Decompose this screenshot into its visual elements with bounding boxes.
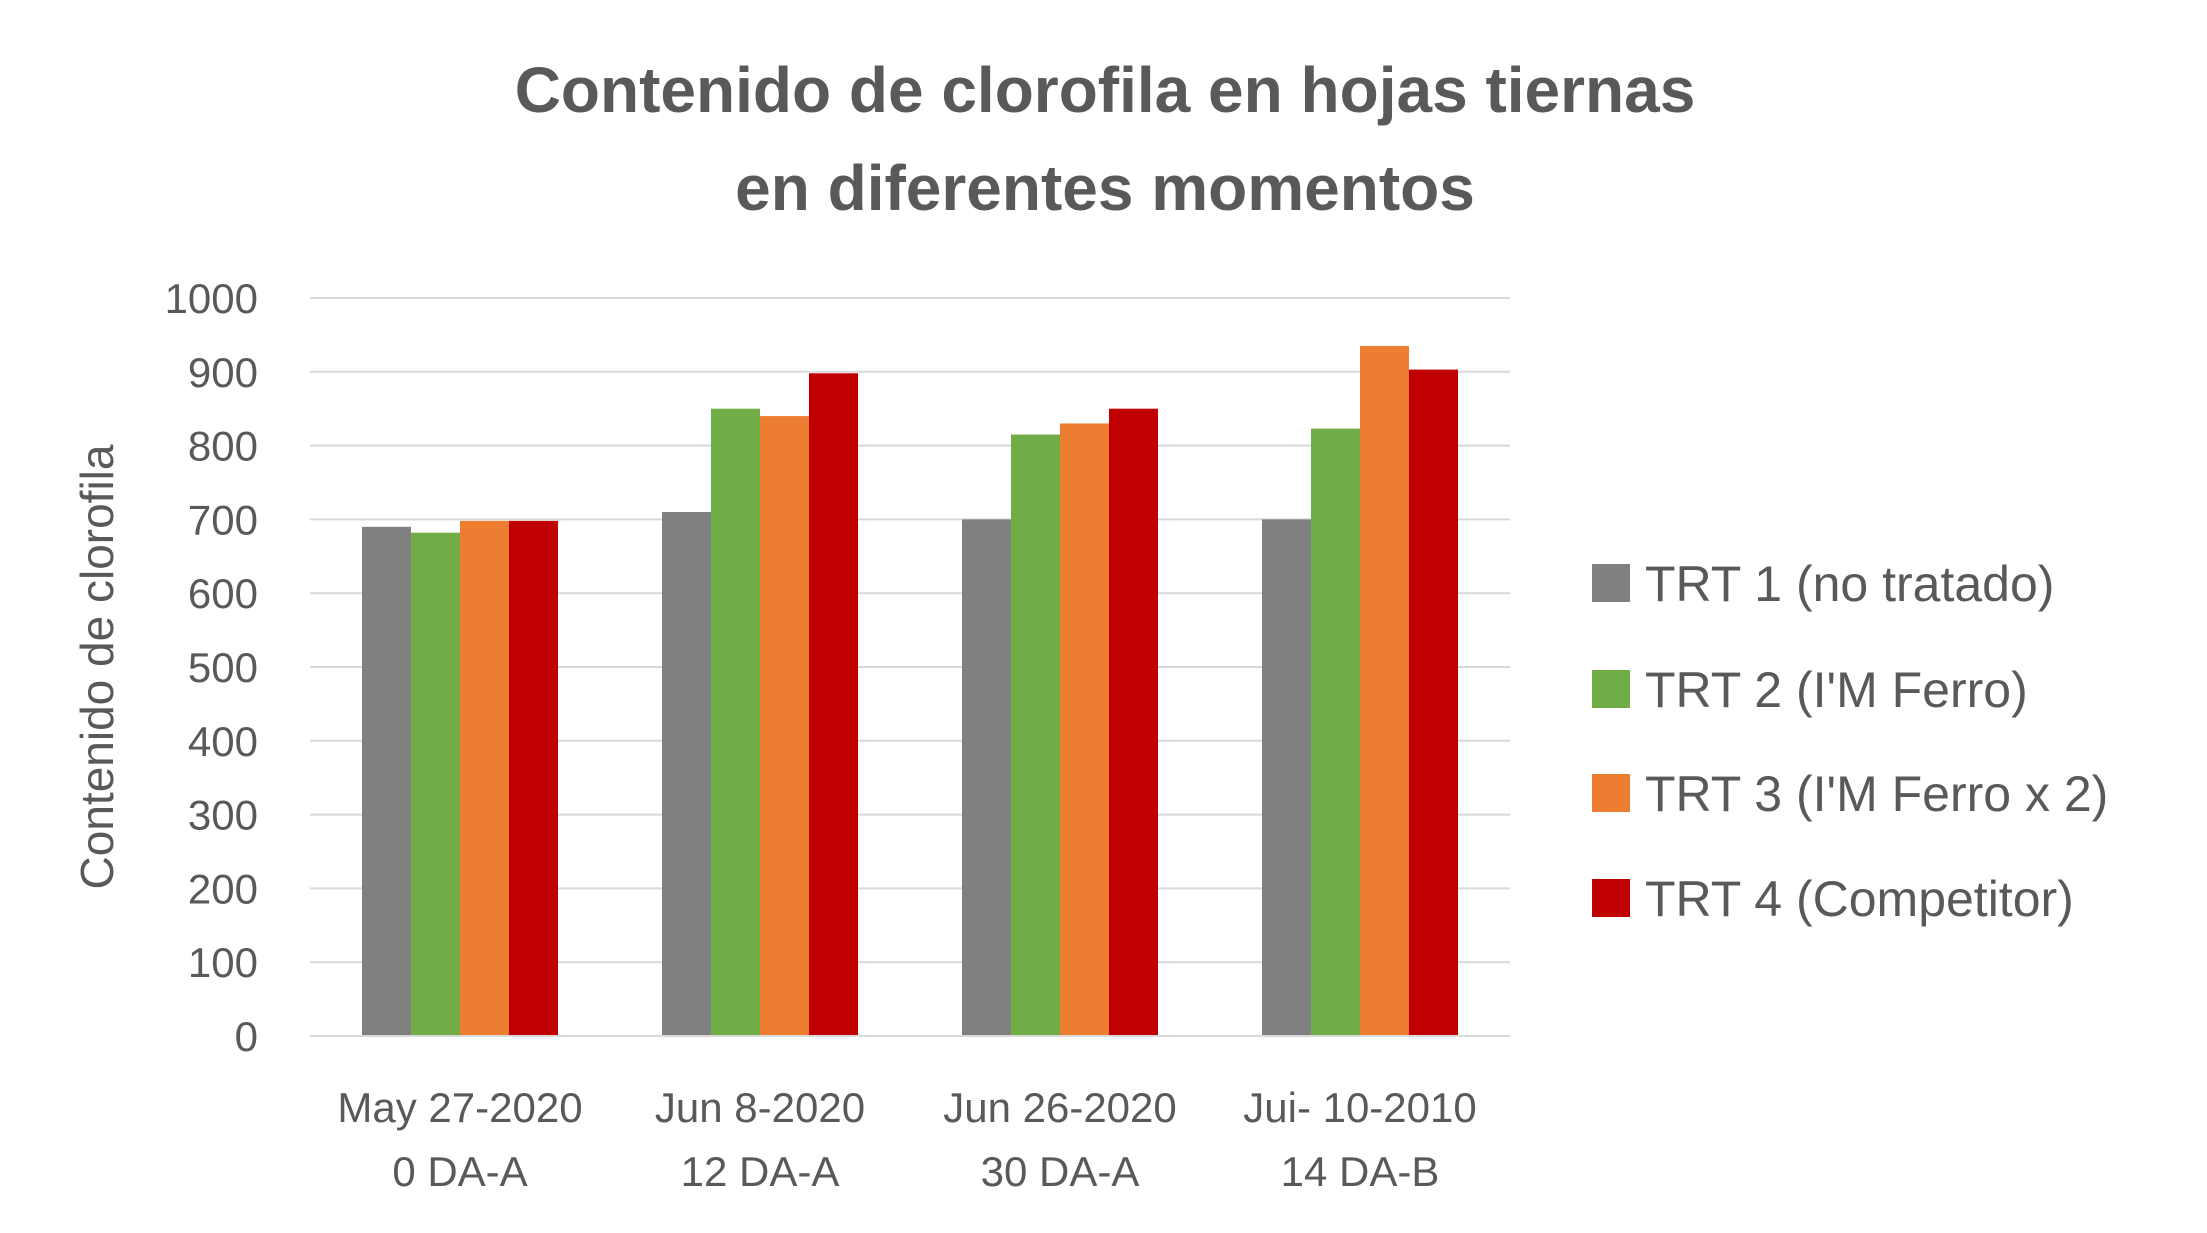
bar-series-4-category-2 [809,373,858,1036]
bar-series-1-category-4 [1262,519,1311,1036]
y-tick-label: 100 [188,939,258,986]
y-tick-label: 300 [188,792,258,839]
bar-series-2-category-4 [1311,428,1360,1037]
legend-swatch-3 [1592,774,1630,812]
bar-series-4-category-3 [1109,408,1158,1036]
y-tick-label: 400 [188,718,258,765]
x-category-label: Jui- 10-2010 [1243,1084,1476,1131]
y-tick-label: 700 [188,496,258,543]
legend-label-2: TRT 2 (I'M Ferro) [1645,662,2028,718]
chart-title: Contenido de clorofila en hojas tiernas e… [515,54,1696,224]
bar-series-1-category-3 [962,519,1011,1036]
y-tick-label: 600 [188,570,258,617]
legend-label-3: TRT 3 (I'M Ferro x 2) [1645,766,2108,822]
bar-series-2-category-2 [711,408,760,1036]
bar-series-3-category-3 [1060,423,1109,1037]
y-tick-label: 200 [188,865,258,912]
y-tick-label: 800 [188,423,258,470]
bars [362,345,1458,1037]
legend-label-1: TRT 1 (no tratado) [1645,556,2054,612]
legend-swatch-1 [1592,564,1630,602]
y-tick-label: 500 [188,644,258,691]
bar-series-2-category-3 [1011,434,1060,1036]
x-axis-categories: May 27-2020 0 DA-A Jun 8-2020 12 DA-A Jun 26… [337,1084,1476,1195]
x-category-label: Jun 26-2020 [943,1084,1177,1131]
legend-swatch-2 [1592,670,1630,708]
y-axis-title: Contenido de clorofila [71,444,123,889]
chart-title-line-1: Contenido de clorofila en hojas tiernas [515,54,1696,126]
bar-series-3-category-1 [460,520,509,1036]
bar-series-2-category-1 [411,532,460,1036]
bar-series-3-category-2 [760,416,809,1037]
x-category-label: Jun 8-2020 [655,1084,865,1131]
x-category-label: 12 DA-A [681,1148,840,1195]
x-category-label: 14 DA-B [1281,1148,1440,1195]
bar-series-4-category-1 [509,520,558,1036]
x-category-label: 30 DA-A [981,1148,1140,1195]
y-axis-title-text: Contenido de clorofila [71,444,123,889]
bar-series-1-category-2 [662,512,711,1036]
bar-series-4-category-4 [1409,369,1458,1036]
bar-series-3-category-4 [1360,345,1409,1037]
legend-label-4: TRT 4 (Competitor) [1645,871,2074,927]
x-category-label: 0 DA-A [392,1148,527,1195]
legend: TRT 1 (no tratado) TRT 2 (I'M Ferro) TRT 3… [1592,556,2108,927]
y-tick-label: 1000 [165,275,258,322]
legend-swatch-4 [1592,879,1630,917]
y-axis-ticks: 0 100 200 300 400 500 600 700 800 900 1000 [165,275,258,1060]
bar-series-1-category-1 [362,526,411,1036]
y-tick-label: 0 [235,1013,258,1060]
chart-title-line-2: en diferentes momentos [735,152,1475,224]
y-tick-label: 900 [188,349,258,396]
x-category-label: May 27-2020 [337,1084,582,1131]
